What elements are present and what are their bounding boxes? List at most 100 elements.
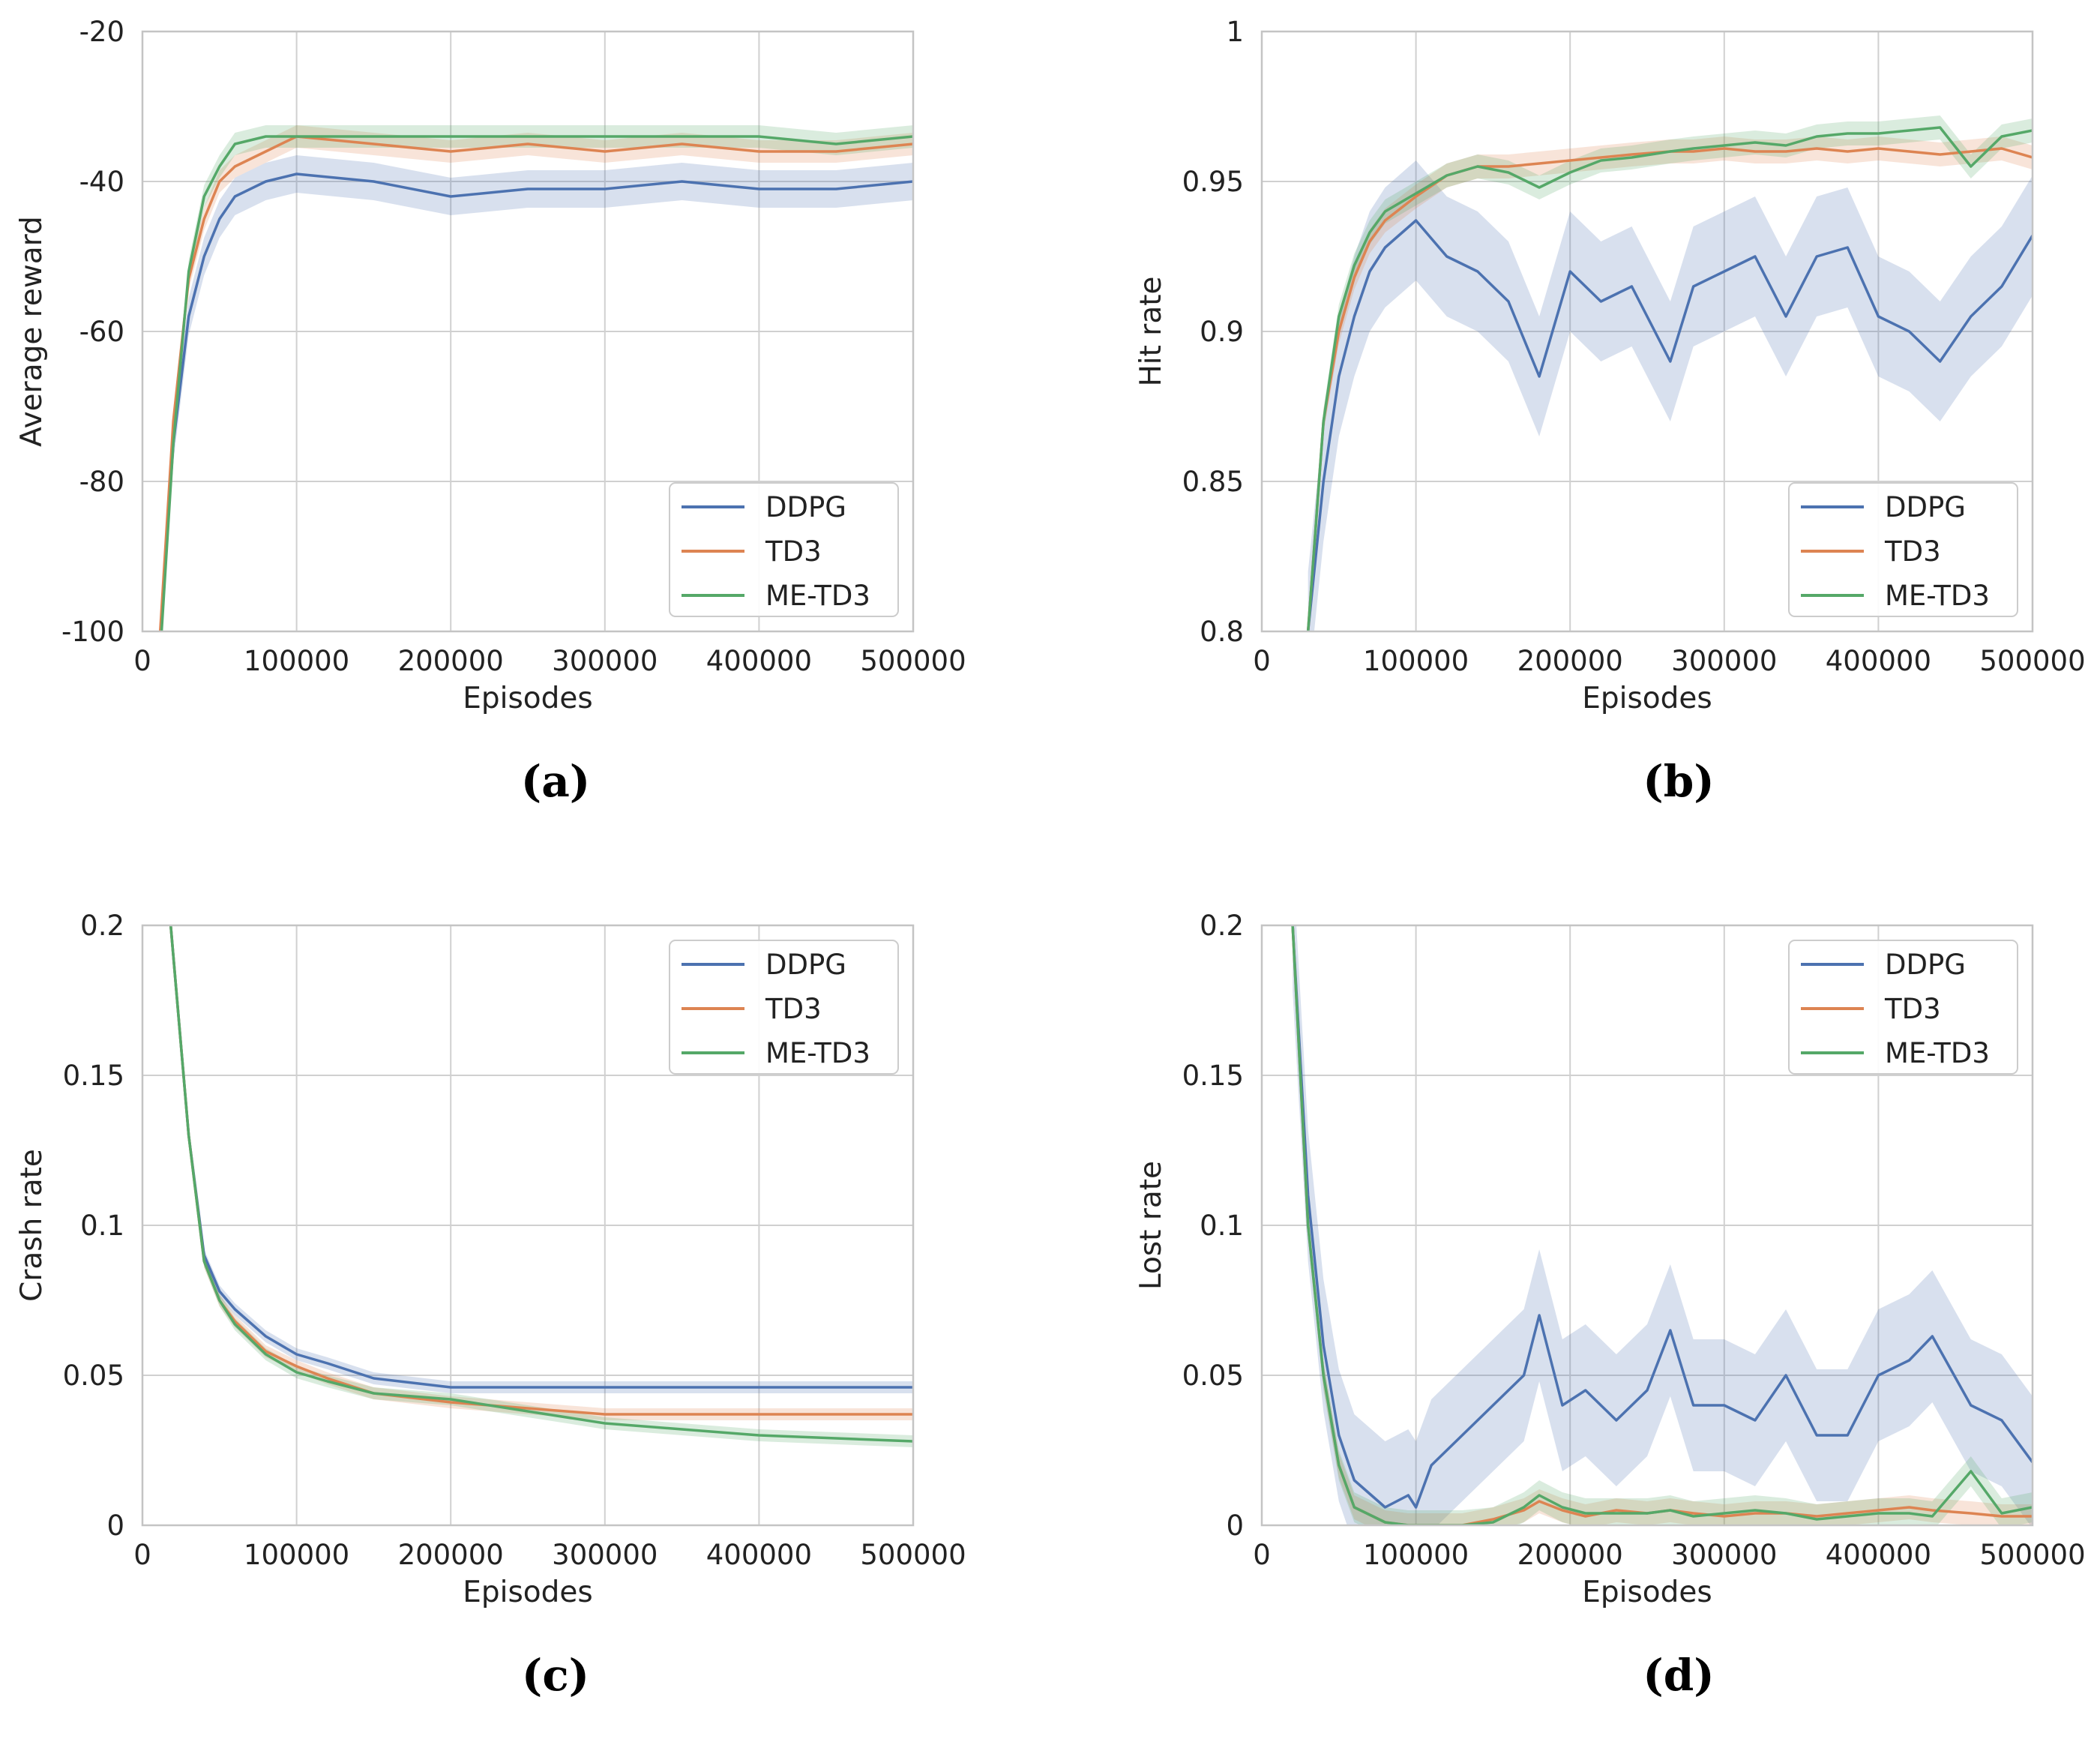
- legend-label-td3: TD3: [1884, 993, 1941, 1025]
- x-tick-label: 0: [133, 1539, 151, 1571]
- legend-label-ddpg: DDPG: [1885, 491, 1966, 523]
- y-tick-label: 0: [106, 1510, 124, 1542]
- series-line-td3: [1306, 147, 2033, 631]
- x-tick-label: 300000: [1671, 1539, 1777, 1571]
- panel-caption: (a): [521, 756, 590, 807]
- confidence-band-ddpg: [1308, 160, 2033, 631]
- confidence-band-td3: [159, 125, 913, 631]
- y-tick-label: -20: [79, 16, 124, 48]
- chart-panel-d: 0 100000 200000 300000 400000 500000 0 0.05 0.1 0…: [1134, 910, 2086, 1701]
- series-line-td3: [158, 135, 913, 631]
- legend: DDPG TD3 ME-TD3: [669, 482, 899, 617]
- confidence-band-ddpg: [1293, 925, 2033, 1525]
- y-tick-label: 0.85: [1182, 466, 1244, 498]
- chart-panel-b: 0 100000 200000 300000 400000 500000 0.8 0.85 0.…: [1134, 16, 2086, 807]
- x-tick-label: 200000: [1517, 645, 1623, 677]
- legend-box: [1788, 940, 2018, 1075]
- x-tick-label: 500000: [1979, 645, 2085, 677]
- y-tick-label: 0.9: [1200, 316, 1244, 348]
- legend: DDPG TD3 ME-TD3: [1788, 940, 2018, 1075]
- x-axis-label: Episodes: [1582, 682, 1712, 715]
- y-tick-label: 0.05: [63, 1360, 124, 1392]
- legend-label-ddpg: DDPG: [765, 491, 846, 523]
- series-line-ddpg: [1291, 925, 2033, 1509]
- series-layer: [1306, 115, 2033, 631]
- series-layer: [1291, 925, 2033, 1525]
- y-tick-label: 0.15: [1182, 1060, 1244, 1092]
- panel-caption: (d): [1643, 1650, 1714, 1701]
- series-line-me-td3: [169, 925, 913, 1443]
- series-line-me-td3: [1306, 126, 2033, 631]
- legend-label-td3: TD3: [765, 535, 822, 568]
- y-tick-label: -80: [79, 466, 124, 498]
- series-layer: [158, 125, 913, 631]
- chart-panel-c: 0 100000 200000 300000 400000 500000 0 0.05 0.1 0…: [15, 910, 966, 1701]
- y-tick-label: 0: [1226, 1510, 1244, 1542]
- series-line-me-td3: [160, 135, 913, 631]
- x-tick-label: 200000: [398, 1539, 504, 1571]
- legend-label-ddpg: DDPG: [1885, 949, 1966, 981]
- legend-label-me-td3: ME-TD3: [765, 1037, 870, 1069]
- y-tick-label: -40: [79, 166, 124, 198]
- y-tick-label: -100: [61, 616, 124, 648]
- x-tick-label: 500000: [1979, 1539, 2085, 1571]
- x-tick-label: 100000: [1363, 1539, 1469, 1571]
- panel-caption: (c): [522, 1650, 589, 1701]
- x-tick-label: 100000: [244, 645, 349, 677]
- axes-frame: [141, 924, 915, 1527]
- x-tick-label: 200000: [1517, 1539, 1623, 1571]
- legend-label-me-td3: ME-TD3: [1885, 580, 1990, 612]
- x-tick-label: 500000: [860, 645, 966, 677]
- x-tick-label: 500000: [860, 1539, 966, 1571]
- y-axis-label: Lost rate: [1134, 1161, 1168, 1290]
- y-tick-label: 0.2: [1200, 910, 1244, 942]
- series-line-ddpg: [1306, 219, 2033, 631]
- x-tick-label: 300000: [552, 645, 658, 677]
- y-tick-label: 0.1: [1200, 1210, 1244, 1242]
- axes-frame: [1260, 924, 2034, 1527]
- legend-label-td3: TD3: [765, 993, 822, 1025]
- y-tick-label: 0.05: [1182, 1360, 1244, 1392]
- x-tick-label: 400000: [706, 645, 812, 677]
- y-tick-label: 0.1: [80, 1210, 124, 1242]
- legend-label-me-td3: ME-TD3: [765, 580, 870, 612]
- series-line-me-td3: [1291, 925, 2033, 1525]
- legend-label-td3: TD3: [1884, 535, 1941, 568]
- y-tick-label: 0.15: [63, 1060, 124, 1092]
- legend-box: [669, 940, 899, 1075]
- confidence-band-ddpg: [159, 155, 913, 631]
- series-layer: [169, 925, 913, 1447]
- y-tick-label: -60: [79, 316, 124, 348]
- x-tick-label: 400000: [706, 1539, 812, 1571]
- legend-box: [669, 482, 899, 617]
- legend: DDPG TD3 ME-TD3: [1788, 482, 2018, 617]
- legend-label-ddpg: DDPG: [765, 949, 846, 981]
- axes-frame: [1260, 30, 2034, 633]
- legend: DDPG TD3 ME-TD3: [669, 940, 899, 1075]
- x-tick-label: 100000: [1363, 645, 1469, 677]
- y-axis-label: Hit rate: [1134, 276, 1168, 386]
- y-axis-label: Average reward: [15, 216, 49, 447]
- chart-panel-a: 0 100000 200000 300000 400000 500000 -100 -80 -6…: [15, 16, 966, 807]
- x-tick-label: 400000: [1826, 645, 1931, 677]
- x-tick-label: 300000: [1671, 645, 1777, 677]
- x-tick-label: 0: [1253, 645, 1271, 677]
- x-tick-label: 200000: [398, 645, 504, 677]
- panel-caption: (b): [1643, 756, 1714, 807]
- x-tick-label: 0: [1253, 1539, 1271, 1571]
- y-axis-label: Crash rate: [15, 1149, 49, 1302]
- legend-box: [1788, 482, 2018, 617]
- x-tick-label: 0: [133, 645, 151, 677]
- x-axis-label: Episodes: [463, 682, 592, 715]
- x-tick-label: 100000: [244, 1539, 349, 1571]
- x-tick-label: 400000: [1826, 1539, 1931, 1571]
- y-tick-label: 0.2: [80, 910, 124, 942]
- axes-frame: [141, 30, 915, 633]
- y-tick-label: 1: [1226, 16, 1244, 48]
- x-axis-label: Episodes: [463, 1576, 592, 1609]
- y-tick-label: 0.8: [1200, 616, 1244, 648]
- x-axis-label: Episodes: [1582, 1576, 1712, 1609]
- y-tick-label: 0.95: [1182, 166, 1244, 198]
- series-line-ddpg: [159, 172, 913, 631]
